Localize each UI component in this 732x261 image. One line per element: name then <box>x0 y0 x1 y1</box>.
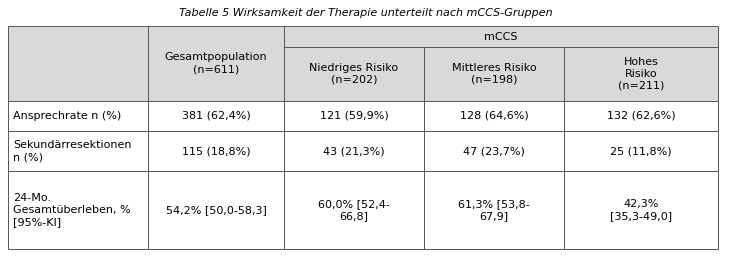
Bar <box>564 131 718 171</box>
Text: Ansprechrate n (%): Ansprechrate n (%) <box>13 111 122 121</box>
Bar <box>284 171 424 249</box>
Text: 43 (21,3%): 43 (21,3%) <box>324 146 385 156</box>
Text: 42,3%
[35,3-49,0]: 42,3% [35,3-49,0] <box>610 199 672 221</box>
Text: 115 (18,8%): 115 (18,8%) <box>182 146 250 156</box>
Text: 381 (62,4%): 381 (62,4%) <box>182 111 250 121</box>
Bar <box>424 171 564 249</box>
Bar <box>148 26 284 101</box>
Bar <box>564 47 718 101</box>
Bar <box>8 171 148 249</box>
Bar <box>564 101 718 131</box>
Bar <box>424 131 564 171</box>
Bar <box>148 171 284 249</box>
Text: 61,3% [53,8-
67,9]: 61,3% [53,8- 67,9] <box>458 199 530 221</box>
Text: 132 (62,6%): 132 (62,6%) <box>607 111 676 121</box>
Bar <box>564 171 718 249</box>
Text: 128 (64,6%): 128 (64,6%) <box>460 111 529 121</box>
Text: 24-Mo.
Gesamtüberleben, %
[95%-KI]: 24-Mo. Gesamtüberleben, % [95%-KI] <box>13 193 130 227</box>
Text: Mittleres Risiko
(n=198): Mittleres Risiko (n=198) <box>452 63 537 85</box>
Text: Tabelle 5 Wirksamkeit der Therapie unterteilt nach mCCS-Gruppen: Tabelle 5 Wirksamkeit der Therapie unter… <box>179 8 553 18</box>
Text: Niedriges Risiko
(n=202): Niedriges Risiko (n=202) <box>310 63 398 85</box>
Text: Hohes
Risiko
(n=211): Hohes Risiko (n=211) <box>618 57 664 91</box>
Bar <box>424 101 564 131</box>
Text: 54,2% [50,0-58,3]: 54,2% [50,0-58,3] <box>165 205 266 215</box>
Text: mCCS: mCCS <box>485 32 518 41</box>
Bar <box>424 47 564 101</box>
Bar <box>148 131 284 171</box>
Text: 121 (59,9%): 121 (59,9%) <box>320 111 389 121</box>
Bar <box>284 101 424 131</box>
Bar <box>8 26 148 101</box>
Bar <box>284 131 424 171</box>
Text: 25 (11,8%): 25 (11,8%) <box>610 146 672 156</box>
Text: Sekundärresektionen
n (%): Sekundärresektionen n (%) <box>13 140 132 162</box>
Text: 47 (23,7%): 47 (23,7%) <box>463 146 525 156</box>
Text: 60,0% [52,4-
66,8]: 60,0% [52,4- 66,8] <box>318 199 390 221</box>
Bar <box>8 131 148 171</box>
Bar <box>148 101 284 131</box>
Bar <box>284 26 718 47</box>
Bar <box>8 101 148 131</box>
Bar <box>284 47 424 101</box>
Text: Gesamtpopulation
(n=611): Gesamtpopulation (n=611) <box>165 52 267 74</box>
